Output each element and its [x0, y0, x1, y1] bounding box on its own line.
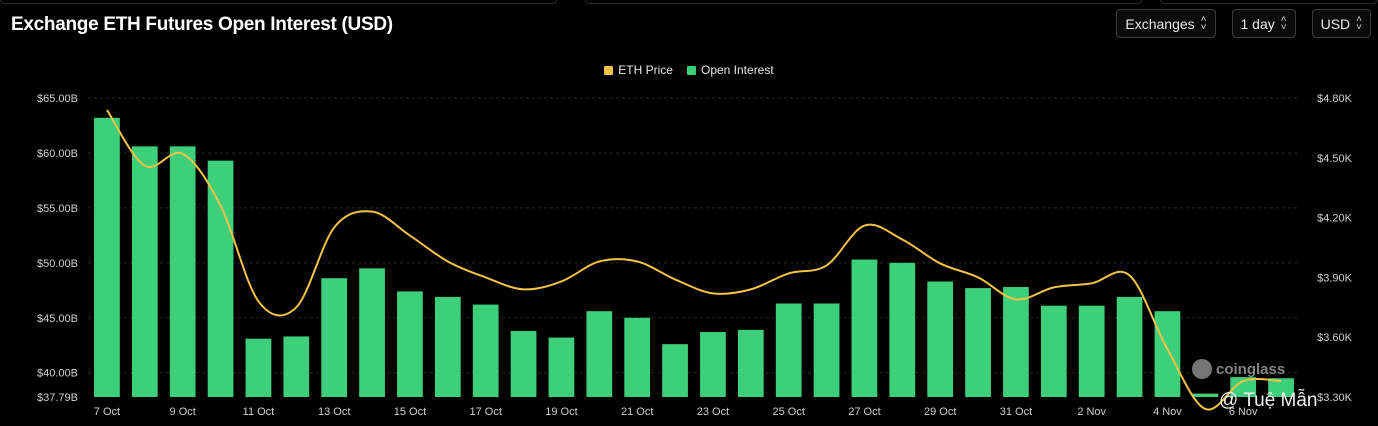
x-tick-label: 27 Oct [848, 406, 880, 418]
open-interest-bar [245, 338, 272, 397]
open-interest-bar [359, 268, 385, 397]
y-right-tick-label: $4.50K [1317, 153, 1353, 165]
legend-swatch-icon [686, 65, 696, 75]
open-interest-bar [434, 296, 461, 397]
chevron-updown-icon: ˄ ˅ [1200, 13, 1207, 33]
open-interest-bar [131, 146, 158, 397]
open-interest-bar [775, 303, 802, 397]
open-interest-bar [737, 329, 764, 397]
coinglass-logo: coinglass [1192, 359, 1285, 379]
chart-controls: Exchanges ˄ ˅ 1 day ˄ ˅ USD ˄ ˅ [1116, 9, 1371, 38]
x-tick-label: 21 Oct [621, 406, 653, 418]
open-interest-bar [1003, 287, 1029, 397]
legend-item-open-interest[interactable]: Open Interest [686, 63, 774, 77]
x-tick-label: 19 Oct [545, 406, 577, 418]
open-interest-bar [1192, 393, 1219, 397]
interval-select[interactable]: 1 day ˄ ˅ [1231, 9, 1296, 38]
open-interest-bar [1040, 305, 1067, 397]
open-interest-bar [1154, 311, 1181, 397]
y-right-tick-label: $3.30K [1317, 392, 1353, 404]
open-interest-bar [472, 304, 499, 397]
interval-select-label: 1 day [1240, 15, 1275, 32]
legend-label: Open Interest [700, 63, 774, 77]
open-interest-bar [662, 344, 688, 397]
y-left-tick-label: $45.00B [37, 313, 78, 325]
open-interest-bar [1268, 378, 1294, 397]
eth-price-line [106, 109, 1282, 411]
x-tick-label: 15 Oct [394, 406, 426, 418]
x-tick-label: 4 Nov [1153, 406, 1182, 418]
x-tick-label: 25 Oct [772, 406, 804, 418]
legend-swatch-icon [604, 65, 614, 75]
chevron-updown-icon: ˄ ˅ [1280, 13, 1287, 33]
y-left-tick-label: $37.79B [37, 392, 78, 404]
open-interest-bar [169, 146, 196, 397]
author-watermark: @ Tuệ Mẫn [1219, 390, 1318, 412]
open-interest-bar [397, 291, 423, 397]
open-interest-bar [1116, 296, 1143, 397]
y-left-tick-label: $40.00B [37, 368, 78, 380]
open-interest-bar [813, 303, 840, 397]
x-tick-label: 29 Oct [924, 406, 956, 418]
x-tick-label: 23 Oct [697, 406, 729, 418]
currency-select-label: USD [1320, 15, 1351, 32]
open-interest-bar [965, 288, 991, 397]
y-right-tick-label: $3.90K [1317, 272, 1353, 284]
y-left-tick-label: $60.00B [37, 148, 78, 160]
open-interest-bar [548, 337, 575, 397]
x-tick-label: 9 Oct [170, 406, 196, 418]
open-interest-bar [851, 259, 878, 397]
chevron-updown-icon: ˄ ˅ [1356, 13, 1362, 33]
open-interest-bar [927, 281, 954, 397]
y-right-tick-label: $3.60K [1317, 332, 1353, 344]
page-title: Exchange ETH Futures Open Interest (USD) [11, 14, 393, 35]
exchanges-select-label: Exchanges [1125, 15, 1195, 32]
open-interest-bar [207, 160, 234, 397]
x-tick-label: 7 Oct [94, 406, 120, 418]
open-interest-bar [1078, 305, 1105, 397]
open-interest-bar [889, 262, 916, 397]
watermark-text: @ Tuệ Mẫn [1219, 390, 1318, 411]
open-interest-bar [1230, 377, 1257, 397]
open-interest-bar [624, 317, 651, 397]
open-interest-bar [586, 311, 613, 397]
y-left-tick-label: $55.00B [37, 203, 78, 215]
currency-select[interactable]: USD ˄ ˅ [1311, 9, 1371, 38]
exchanges-select[interactable]: Exchanges ˄ ˅ [1116, 9, 1216, 38]
coinglass-logo-icon [1192, 359, 1212, 379]
x-tick-label: 6 Nov [1229, 406, 1258, 418]
x-tick-label: 13 Oct [318, 406, 350, 418]
x-tick-label: 17 Oct [469, 406, 501, 418]
y-left-tick-label: $65.00B [37, 93, 78, 105]
open-interest-bar [700, 332, 726, 397]
x-tick-label: 11 Oct [243, 406, 275, 418]
chart-legend: ETH Price Open Interest [0, 63, 1378, 77]
y-right-tick-label: $4.20K [1317, 213, 1353, 225]
y-left-tick-label: $50.00B [37, 258, 78, 270]
legend-item-eth-price[interactable]: ETH Price [604, 63, 673, 77]
x-tick-label: 31 Oct [1000, 406, 1032, 418]
legend-label: ETH Price [618, 63, 673, 77]
x-tick-label: 2 Nov [1077, 406, 1106, 418]
open-interest-bar [283, 336, 310, 397]
y-right-tick-label: $4.80K [1317, 93, 1353, 105]
open-interest-bar [321, 278, 348, 397]
coinglass-logo-text: coinglass [1216, 360, 1286, 378]
open-interest-bar [510, 330, 537, 397]
open-interest-bar [94, 117, 120, 398]
